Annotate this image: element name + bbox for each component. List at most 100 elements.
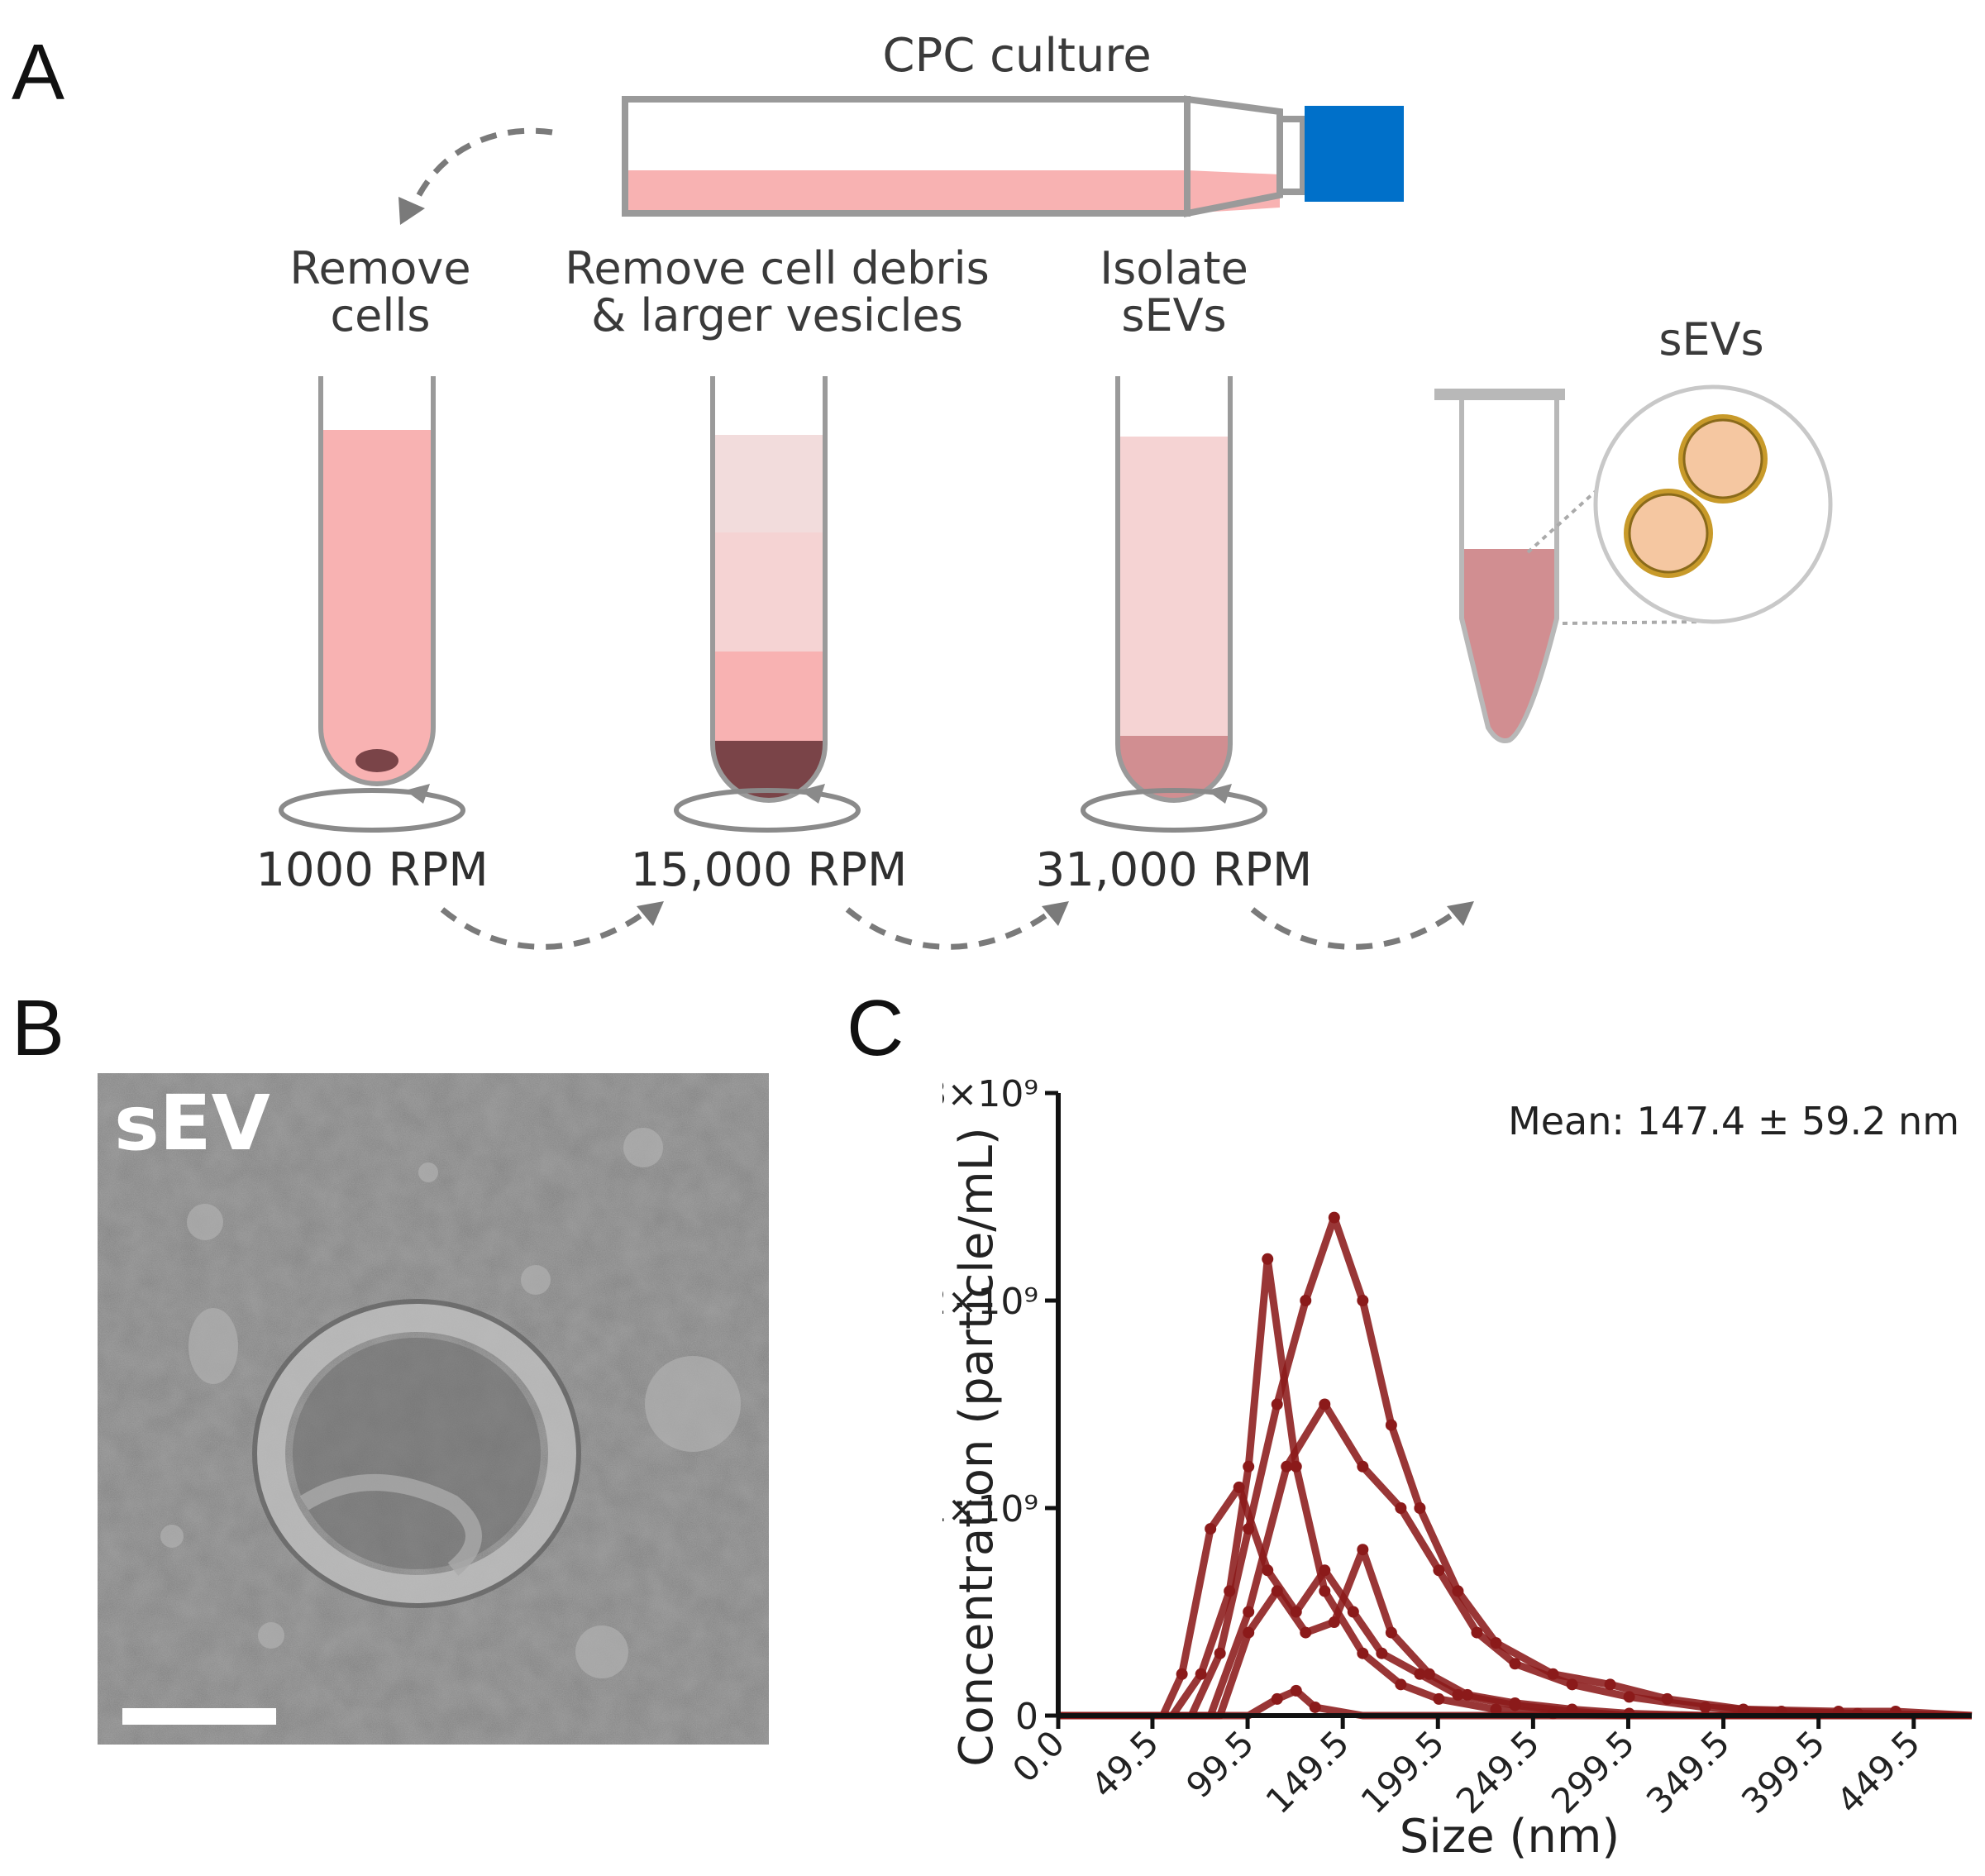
data-point	[1471, 1626, 1483, 1639]
data-point	[1385, 1419, 1397, 1431]
step-2-label-line2: & larger vesicles	[591, 289, 963, 342]
data-point	[1271, 1585, 1283, 1597]
data-point	[1385, 1626, 1397, 1639]
data-point	[1566, 1678, 1578, 1691]
y-tick-label: 1×10⁹	[942, 1488, 1038, 1530]
data-point	[1290, 1684, 1302, 1697]
data-point	[1290, 1460, 1302, 1473]
data-point	[1195, 1668, 1207, 1680]
panel-letter-c: C	[847, 984, 904, 1072]
data-point	[1328, 1211, 1340, 1224]
vesicle-membrane	[252, 1299, 581, 1608]
data-point	[1262, 1253, 1274, 1265]
x-tick-label: 249.5	[1448, 1722, 1548, 1821]
background-particles	[160, 1128, 741, 1678]
data-point	[1319, 1585, 1331, 1597]
series-line-3	[1058, 1214, 1973, 1720]
series-line-5	[1058, 1545, 1972, 1720]
data-point	[1376, 1647, 1388, 1659]
step-3-label-line2: sEVs	[1121, 289, 1227, 342]
y-tick-label: 0	[1015, 1696, 1038, 1738]
cell-pellet	[355, 749, 398, 772]
mean-annotation: Mean: 147.4 ± 59.2 nm	[1508, 1099, 1959, 1143]
data-point	[1176, 1668, 1188, 1680]
series-line-1	[1058, 1255, 1972, 1720]
tem-image: sEV	[98, 1073, 769, 1745]
data-point	[1357, 1544, 1369, 1556]
data-point	[1328, 1616, 1340, 1629]
x-tick-label: 149.5	[1258, 1722, 1358, 1821]
data-point	[1395, 1678, 1407, 1691]
plot-area	[1058, 1211, 1973, 1720]
data-point	[1347, 1606, 1359, 1618]
tube-1	[318, 376, 436, 786]
y-axis-label: Concentration (particle/mL)	[950, 1127, 1004, 1766]
y-tick-label: 3×10⁹	[942, 1073, 1038, 1115]
data-point	[1699, 1701, 1711, 1713]
step-3-label: Isolate sEVs	[1042, 242, 1306, 342]
data-point	[1243, 1626, 1255, 1639]
sev-tube	[1434, 389, 1565, 743]
data-point	[1214, 1647, 1226, 1659]
data-point	[1243, 1460, 1255, 1473]
data-point	[1205, 1523, 1217, 1535]
data-point	[1233, 1481, 1245, 1493]
tem-image-label: sEV	[114, 1079, 270, 1167]
spin-arrow-heads	[405, 784, 1232, 804]
step-2-label: Remove cell debris & larger vesicles	[529, 242, 1025, 342]
flow-arrows	[410, 127, 1462, 950]
data-point	[1395, 1502, 1407, 1514]
data-point	[1357, 1460, 1369, 1473]
tube-2	[710, 376, 828, 803]
data-point	[1509, 1697, 1521, 1709]
data-point	[1414, 1502, 1426, 1514]
x-tick-label: 49.5	[1083, 1722, 1167, 1806]
x-axis-label: Size (nm)	[1400, 1810, 1620, 1864]
data-point	[1271, 1398, 1283, 1411]
sev-magnification	[1526, 384, 1833, 625]
data-point	[1319, 1398, 1331, 1411]
series-line-4	[1058, 1401, 1973, 1720]
step-1-label-line2: cells	[330, 289, 431, 342]
data-point	[1623, 1691, 1635, 1703]
data-point	[1281, 1460, 1293, 1473]
tube-3	[1115, 376, 1233, 803]
data-point	[1243, 1606, 1255, 1618]
data-point	[1300, 1295, 1312, 1306]
data-point	[1433, 1692, 1445, 1705]
data-point	[1262, 1564, 1274, 1577]
step-1-label-line1: Remove	[289, 242, 471, 294]
data-point	[1357, 1295, 1369, 1306]
culture-label: CPC culture	[882, 29, 1152, 83]
rpm-2-label: 15,000 RPM	[630, 843, 908, 897]
data-point	[1433, 1564, 1445, 1577]
data-point	[1423, 1668, 1435, 1680]
panel-letter-b: B	[12, 984, 65, 1072]
data-point	[1300, 1626, 1312, 1639]
rpm-3-label: 31,000 RPM	[1035, 843, 1313, 897]
x-tick-label: 199.5	[1353, 1722, 1453, 1821]
spin-indicators	[279, 788, 1267, 833]
size-distribution-chart: 01×10⁹2×10⁹3×10⁹0.049.599.5149.5199.5249…	[942, 1073, 1973, 1864]
data-point	[1461, 1688, 1473, 1701]
x-tick-label: 349.5	[1639, 1722, 1738, 1821]
step-2-label-line1: Remove cell debris	[565, 242, 990, 294]
flask-cap	[1305, 106, 1404, 202]
panel-letter-a: A	[12, 28, 65, 117]
scale-bar	[122, 1708, 276, 1725]
data-point	[1309, 1701, 1321, 1713]
arrow-heads	[398, 197, 1474, 926]
data-point	[1271, 1692, 1283, 1705]
centrifugation-schematic	[279, 95, 1833, 950]
x-tick-label: 99.5	[1178, 1722, 1262, 1806]
x-tick-label: 299.5	[1544, 1722, 1643, 1821]
step-3-label-line1: Isolate	[1100, 242, 1248, 294]
data-point	[1319, 1564, 1331, 1577]
data-point	[1243, 1523, 1255, 1535]
sevs-label: sEVs	[1658, 313, 1764, 365]
step-1-label: Remove cells	[240, 242, 521, 342]
y-tick-label: 2×10⁹	[942, 1281, 1038, 1323]
rpm-1-label: 1000 RPM	[255, 843, 489, 897]
data-point	[1357, 1647, 1369, 1659]
culture-flask	[622, 95, 1404, 217]
